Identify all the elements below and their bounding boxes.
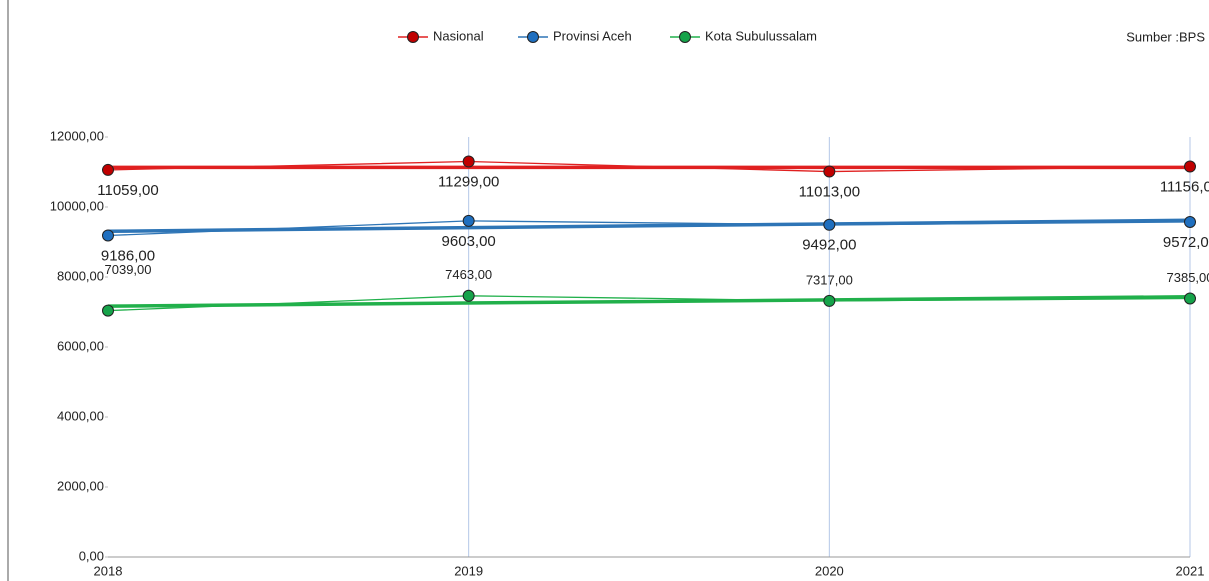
series-line <box>107 160 1191 173</box>
y-tick-label: 8000,00 <box>57 268 104 283</box>
point <box>1184 215 1196 228</box>
point <box>462 214 475 227</box>
value-label: 7463,00 <box>445 267 492 282</box>
series-line <box>107 220 1191 237</box>
legend-marker <box>527 31 539 43</box>
point <box>462 289 475 302</box>
value-label: 11059,00 <box>97 182 158 199</box>
legend-marker <box>407 31 419 43</box>
value-label: 11013,00 <box>799 184 860 201</box>
point <box>823 294 836 307</box>
point <box>823 165 836 178</box>
point <box>1184 292 1196 305</box>
legend-marker <box>679 31 691 43</box>
y-tick-label: 10000,00 <box>50 198 104 213</box>
y-tick-label: 0,00 <box>79 548 104 563</box>
x-tick-label: 2020 <box>815 563 844 578</box>
trend-line <box>107 218 1191 234</box>
point <box>1184 160 1196 173</box>
value-label: 9492,00 <box>802 237 856 254</box>
value-label: 11299,00 <box>438 174 499 191</box>
value-label: 7039,00 <box>105 262 152 277</box>
x-tick-label: 2019 <box>454 563 483 578</box>
legend-label: Kota Subulussalam <box>705 28 817 43</box>
point <box>102 229 114 242</box>
y-tick-label: 2000,00 <box>57 478 104 493</box>
value-label: 7317,00 <box>806 272 853 287</box>
value-label: 9603,00 <box>442 233 496 250</box>
value-label: 7385,00 <box>1167 270 1209 285</box>
point <box>823 218 836 231</box>
series-line <box>107 295 1191 312</box>
legend-label: Nasional <box>433 28 484 43</box>
x-tick-label: 2021 <box>1176 563 1205 578</box>
x-tick-label: 2018 <box>94 563 123 578</box>
value-label: 9186,00 <box>101 247 155 264</box>
trend-line <box>107 295 1191 308</box>
legend-label: Provinsi Aceh <box>553 28 632 43</box>
value-label: 9572,00 <box>1163 234 1209 251</box>
point <box>102 304 114 317</box>
value-label: 11156,00 <box>1160 179 1209 196</box>
y-tick-label: 12000,00 <box>50 128 104 143</box>
point <box>462 155 475 168</box>
y-tick-label: 6000,00 <box>57 338 104 353</box>
point <box>102 163 114 176</box>
source: Sumber :BPS <box>1126 29 1205 44</box>
y-tick-label: 4000,00 <box>57 408 104 423</box>
